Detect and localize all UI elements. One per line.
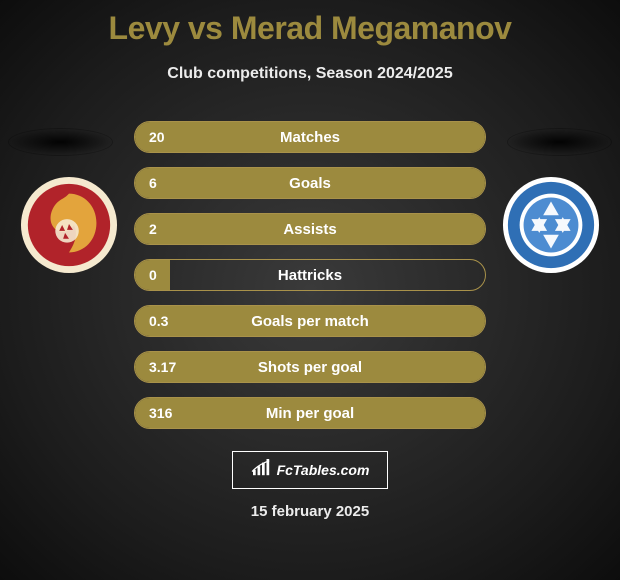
right-club-logo <box>502 176 600 274</box>
footer-date: 15 february 2025 <box>0 503 620 520</box>
right-logo-shadow <box>507 128 612 156</box>
stat-label: Goals per match <box>135 313 485 330</box>
stat-label: Assists <box>135 221 485 238</box>
page-title: Levy vs Merad Megamanov <box>0 0 620 47</box>
stat-label: Matches <box>135 129 485 146</box>
brand-text: FcTables.com <box>277 462 370 478</box>
left-club-logo <box>20 176 118 274</box>
stat-label: Hattricks <box>135 267 485 284</box>
stat-row: 6Goals <box>134 167 486 199</box>
season-subtitle: Club competitions, Season 2024/2025 <box>0 65 620 83</box>
stat-row: 316Min per goal <box>134 397 486 429</box>
stat-row: 3.17Shots per goal <box>134 351 486 383</box>
stat-label: Shots per goal <box>135 359 485 376</box>
stat-row: 0Hattricks <box>134 259 486 291</box>
stat-label: Min per goal <box>135 405 485 422</box>
stat-row: 20Matches <box>134 121 486 153</box>
stat-row: 2Assists <box>134 213 486 245</box>
stat-row: 0.3Goals per match <box>134 305 486 337</box>
stat-label: Goals <box>135 175 485 192</box>
stats-container: 20Matches 6Goals 2Assists 0Hattricks 0.3Goal… <box>134 121 486 429</box>
brand-badge[interactable]: FcTables.com <box>232 451 388 489</box>
bar-chart-icon <box>251 459 273 482</box>
left-logo-shadow <box>8 128 113 156</box>
